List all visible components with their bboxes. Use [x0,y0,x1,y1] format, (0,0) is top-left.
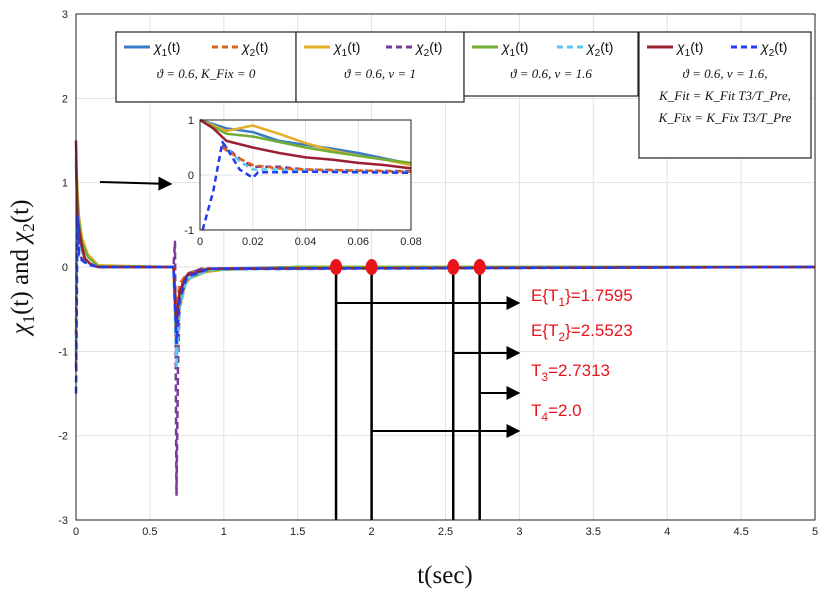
x-tick-label: 2 [369,526,375,538]
legend-label: χ1(t) [332,39,360,59]
inset-series-line-3 [199,118,412,165]
inset-series-line-6 [221,141,412,174]
plot-area-frame [75,13,816,521]
x-tick-label: 5 [812,526,818,538]
inset-zoom: 0 0.02 0.04 0.06 0.08 -101 [184,115,421,248]
inset-series-line-7 [221,146,412,173]
inset-series-line-8 [201,140,412,231]
x-tick-label: 3 [516,526,522,538]
y-tick-label: 2 [62,93,68,105]
x-tick-label: 2.5 [438,526,453,538]
y-tick-label: -1 [58,346,68,358]
inset-grid [200,120,411,230]
markers-group [330,259,486,275]
x-tick-label: 4 [664,526,670,538]
x-tick-label: 0 [73,526,79,538]
legends-group: χ1(t) χ2(t) ϑ = 0.6, K_Fix = 0 χ1(t) χ2(t) ϑ … [115,31,812,159]
legend-2: χ1(t) χ2(t) ϑ = 0.6, ν = 1 [295,31,465,103]
legend-label: χ2(t) [240,39,268,59]
legend-label: χ1(t) [675,39,703,59]
event-marker [365,259,378,275]
annotation-text: T4=2.0 [531,401,582,424]
inset-x-tick-label: 0 [197,236,203,248]
annotation-text: E{T1}=1.7595 [531,286,633,309]
svg-text:χ1(t) and χ2(t): χ1(t) and χ2(t) [7,200,38,337]
inset-y-tick-label: 1 [188,115,194,127]
event-marker [330,259,343,275]
x-tick-label: 1.5 [290,526,305,538]
legend-label: χ2(t) [759,39,787,59]
y-axis-label: χ1(t) and χ2(t) [7,200,38,337]
y-tick-label: 1 [62,178,68,190]
legend-label: χ1(t) [152,39,180,59]
x-tick-labels: 0 0.5 1 1.5 2 2.5 3 3.5 4 4.5 5 [73,526,818,538]
legend-label: χ2(t) [414,39,442,59]
main-series-group [74,140,816,496]
y-tick-label: -3 [58,515,68,527]
legend-4: χ1(t) χ2(t) ϑ = 0.6, ν = 1.6, K_Fit = K_Fit… [638,31,812,159]
legend-box [638,31,812,159]
legend-param: ϑ = 0.6, ν = 1 [344,66,416,81]
inset-y-tick-label: 0 [188,170,194,182]
annotations-group: E{T1}=1.7595 E{T2}=2.5523 T3=2.7313 T4=2.0 [336,286,633,438]
series-line-8 [74,215,816,394]
inset-x-tick-label: 0.08 [400,236,421,248]
legend-label: χ1(t) [500,39,528,59]
inset-y-tick-label: -1 [184,225,194,237]
inset-series-line-4 [199,118,412,170]
annotation-text: E{T2}=2.5523 [531,321,633,344]
x-tick-label: 3.5 [586,526,601,538]
legend-label: χ2(t) [585,39,613,59]
inset-y-tick-labels: -1 0 1 [184,115,194,237]
inset-frame [199,119,412,231]
annotation-text: T3=2.7313 [531,361,610,384]
x-tick-label: 0.5 [142,526,157,538]
inset-x-tick-labels: 0 0.02 0.04 0.06 0.08 [197,236,422,248]
legend-3: χ1(t) χ2(t) ϑ = 0.6, ν = 1.6 [463,31,639,97]
legend-param: K_Fit = K_Fit T3/T_Pre, [658,88,791,103]
y-tick-label: -2 [58,431,68,443]
inset-x-tick-label: 0.06 [348,236,369,248]
y-tick-label: 3 [62,9,68,21]
y-tick-labels: -3 -2 -1 0 1 2 3 [58,9,68,527]
legend-param: ϑ = 0.6, K_Fix = 0 [157,66,256,81]
event-marker [447,259,460,275]
event-marker [473,259,486,275]
legend-box [115,31,297,103]
x-tick-label: 1 [221,526,227,538]
legend-1: χ1(t) χ2(t) ϑ = 0.6, K_Fix = 0 [115,31,297,103]
legend-param: ϑ = 0.6, ν = 1.6, [683,66,768,81]
inset-x-tick-label: 0.04 [295,236,316,248]
y-tick-label: 0 [62,262,68,274]
x-axis-label: t(sec) [417,562,473,589]
x-tick-label: 4.5 [733,526,748,538]
legend-box [295,31,465,103]
inset-pointer-arrow [99,176,173,191]
inset-series-group [199,118,412,231]
inset-x-tick-label: 0.02 [242,236,263,248]
legend-param: ϑ = 0.6, ν = 1.6 [510,66,592,81]
y-axis-label-chi1: χ [7,322,34,336]
legend-param: K_Fix = K_Fix T3/T_Pre [658,110,792,125]
legend-box [463,31,639,97]
